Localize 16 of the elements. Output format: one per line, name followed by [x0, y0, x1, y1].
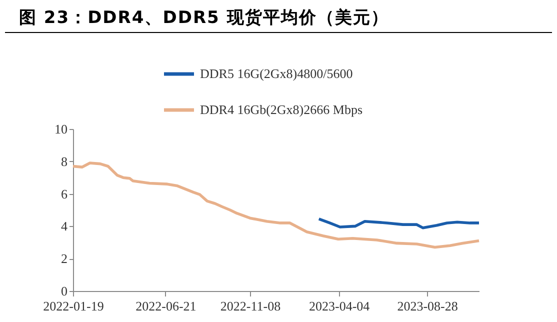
y-tick-label: 6: [61, 186, 68, 202]
x-tick-label: 2023-04-04: [308, 298, 370, 314]
line-series: [317, 218, 480, 230]
x-tick-label: 2022-06-21: [136, 298, 196, 314]
y-tick-label: 8: [61, 154, 68, 169]
y-tick-label: 2: [61, 251, 68, 266]
legend-label: DDR4 16Gb(2Gx8)2666 Mbps: [200, 102, 362, 117]
x-tick-label: 2022-11-08: [220, 298, 281, 314]
legend-label: DDR5 16G(2Gx8)4800/5600: [200, 66, 353, 81]
y-tick-label: 0: [61, 284, 68, 298]
chart-title: 图 23：DDR4、DDR5 现货平均价（美元）: [5, 0, 552, 33]
y-tick-label: 4: [61, 218, 68, 234]
x-tick-label: 2023-08-28: [397, 298, 458, 314]
line-series: [72, 162, 480, 249]
y-tick-label: 10: [54, 122, 68, 136]
x-tick-label: 2022-01-19: [43, 298, 104, 314]
